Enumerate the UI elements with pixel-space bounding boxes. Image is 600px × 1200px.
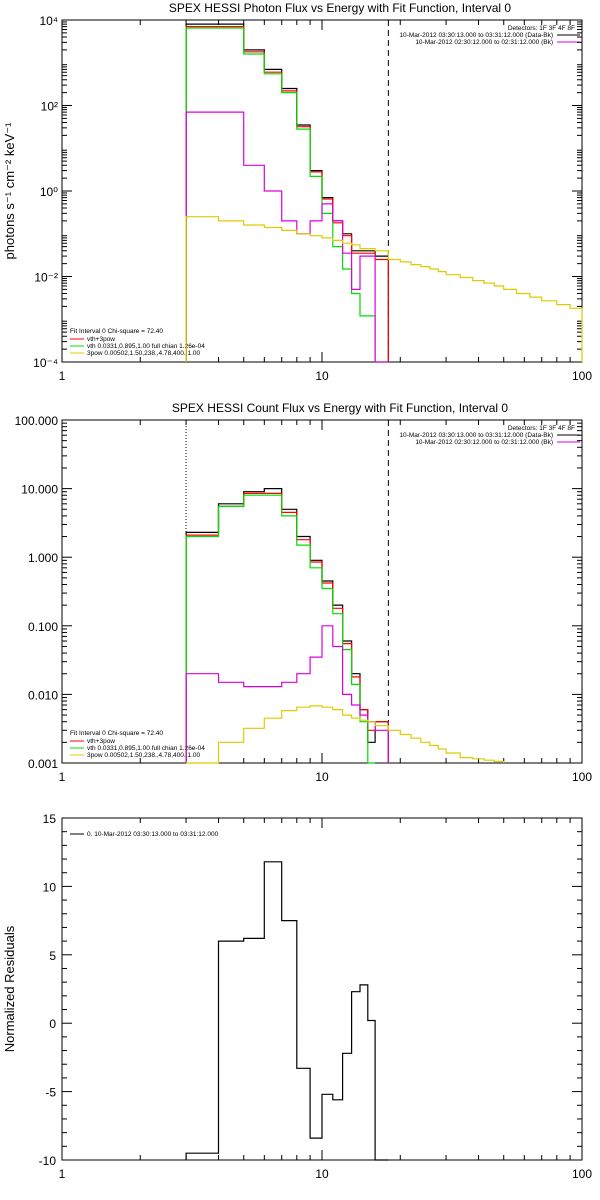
x-tick-label: 1 (59, 369, 66, 383)
y-tick-label: 0.010 (28, 688, 58, 702)
y-tick-label: 10⁰ (40, 185, 58, 199)
x-tick-label: 10 (315, 1167, 329, 1181)
y-tick-label: 1.000 (28, 551, 58, 565)
count-flux-legend-bk: 10-Mar-2012 02:30:12.000 to 02:31:12.000… (415, 439, 553, 446)
photon-flux-legend-data: 10-Mar-2012 03:30:13.000 to 03:31:12.000… (399, 32, 553, 39)
photon-flux-legend-model: vth+3pow (87, 336, 115, 343)
y-tick-label: 10.000 (21, 483, 58, 497)
series-black-histogram (185, 488, 389, 763)
series-black-histogram (185, 861, 389, 1161)
y-tick-label: 10⁴ (39, 14, 58, 28)
y-tick-label: -10 (39, 1154, 57, 1168)
photon-flux-fit-interval-label: Fit Interval 0 Chi-square = 72.40 (70, 328, 163, 335)
count-flux-fit-interval-label: Fit Interval 0 Chi-square = 72.40 (70, 730, 163, 737)
series-yellow-histogram (185, 216, 583, 362)
residuals-panel: Normalized Residuals 0. 10-Mar-2012 03:3… (2, 812, 592, 1181)
count-flux-plot-frame (61, 419, 583, 764)
y-tick-label: 5 (49, 949, 56, 963)
y-tick-label: 10⁻⁴ (33, 356, 58, 370)
series-red-histogram (185, 492, 389, 763)
x-tick-label: 10 (315, 770, 329, 784)
x-tick-label: 1 (59, 1167, 66, 1181)
y-tick-label: 10⁻² (34, 271, 58, 285)
photon-flux-detectors-label: Detectors: 1F 3F 4F 8F (508, 25, 575, 32)
y-tick-label: -5 (45, 1086, 56, 1100)
y-tick-label: 10 (43, 880, 57, 894)
residuals-y-axis-label: Normalized Residuals (2, 925, 17, 1052)
x-tick-label: 10 (315, 369, 329, 383)
series-black-histogram (185, 23, 389, 362)
y-tick-label: 100.000 (15, 414, 59, 428)
photon-flux-panel: SPEX HESSI Photon Flux vs Energy with Fi… (2, 1, 592, 383)
series-green-histogram (185, 494, 376, 764)
count-flux-legend-vth: vth 0.0331,0.895,1.00 full chian 1.26e-0… (87, 745, 205, 752)
series-yellow-histogram (186, 705, 505, 764)
photon-flux-title: SPEX HESSI Photon Flux vs Energy with Fi… (169, 1, 511, 15)
x-tick-label: 100 (572, 369, 592, 383)
count-flux-legend-3pow: 3pow 0.00502,1.50,238.,4.78,400.,1.00 (87, 752, 201, 759)
series-magenta-histogram (185, 111, 389, 363)
y-tick-label: 0.100 (28, 620, 58, 634)
photon-flux-legend-vth: vth 0.0331,0.895,1.00 full chian 1.26e-0… (87, 343, 205, 350)
x-tick-label: 100 (572, 770, 592, 784)
count-flux-detectors-label: Detectors: 1F 3F 4F 8F (508, 425, 575, 432)
series-magenta-histogram (185, 625, 389, 763)
photon-flux-legend-bk: 10-Mar-2012 02:30:12.000 to 02:31:12.000… (415, 39, 553, 46)
y-tick-label: 0 (49, 1017, 56, 1031)
y-tick-label: 10² (41, 100, 58, 114)
series-green-histogram (185, 27, 389, 363)
residuals-legend-label: 0. 10-Mar-2012 03:30:13.000 to 03:31:12.… (87, 831, 219, 838)
y-tick-label: 15 (43, 812, 57, 826)
count-flux-legend-model: vth+3pow (87, 738, 115, 745)
count-flux-legend-data: 10-Mar-2012 03:30:13.000 to 03:31:12.000… (399, 432, 553, 439)
x-tick-label: 1 (59, 770, 66, 784)
count-flux-title: SPEX HESSI Count Flux vs Energy with Fit… (172, 401, 508, 415)
photon-flux-y-axis-label: photons s⁻¹ cm⁻² keV⁻¹ (2, 122, 17, 260)
series-red-histogram (185, 26, 389, 362)
count-flux-panel: SPEX HESSI Count Flux vs Energy with Fit… (15, 401, 593, 784)
photon-flux-legend-3pow: 3pow 0.00502,1.50,238.,4.78,400.,1.00 (87, 350, 201, 357)
y-tick-label: 0.001 (28, 757, 58, 771)
x-tick-label: 100 (572, 1167, 592, 1181)
